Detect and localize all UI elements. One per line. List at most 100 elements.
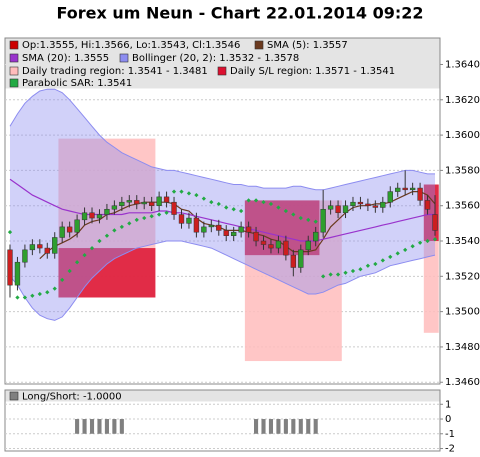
bar — [82, 419, 87, 434]
candle-body — [357, 201, 364, 205]
sar-dot — [365, 263, 371, 268]
candle-body — [350, 201, 356, 206]
sar-dot — [231, 207, 236, 212]
sar-dot — [313, 219, 318, 224]
sar-dot — [321, 274, 326, 279]
candle-body — [44, 247, 50, 254]
sar-dot — [350, 268, 356, 274]
candle-body — [238, 226, 244, 233]
bar — [306, 419, 311, 434]
candle-body — [253, 231, 259, 242]
chart-title: Forex um Neun - Chart 22.01.2014 09:22 — [56, 4, 423, 23]
candle-body — [81, 212, 88, 221]
bar — [119, 419, 124, 434]
band-fill — [10, 89, 435, 321]
candle-body — [298, 249, 304, 268]
legend-box — [5, 38, 440, 89]
legend-label: Daily S/L region: 1.3571 - 1.3541 — [230, 66, 395, 77]
y-tick-label: 1.3540 — [445, 236, 480, 247]
sar-dot — [358, 267, 363, 272]
candle-body — [134, 200, 140, 205]
sar-dot — [291, 212, 296, 217]
candle-body — [186, 217, 192, 224]
sar-dot — [186, 191, 192, 196]
candle-body — [283, 240, 289, 256]
y-tick-label: 1.3480 — [445, 342, 480, 353]
candle-body — [201, 226, 207, 233]
y-tick-label: 1.3500 — [445, 307, 480, 318]
sar-dot — [283, 208, 288, 214]
candle-body — [313, 231, 319, 242]
candle-body — [148, 201, 155, 206]
y-tick-label: 1.3580 — [445, 165, 480, 176]
candle-body — [208, 224, 214, 228]
legend-label: SMA (5): 1.3557 — [267, 40, 348, 51]
sar-dot — [171, 189, 177, 194]
candle-body — [290, 254, 297, 268]
candle-body — [193, 217, 200, 233]
legend-swatch — [217, 66, 227, 76]
bar — [276, 419, 281, 434]
sar-dot — [432, 237, 438, 242]
sar-dot — [343, 270, 348, 275]
sar-dot — [209, 200, 214, 205]
sar-dot — [268, 201, 274, 207]
line — [9, 178, 435, 242]
sar-dot — [194, 192, 199, 198]
legend-swatch — [9, 53, 19, 63]
candle-body — [59, 226, 65, 238]
candle-body — [163, 196, 170, 203]
candle-body — [156, 196, 162, 206]
sar-dot — [104, 233, 110, 238]
candle-body — [305, 240, 311, 251]
candle-body — [119, 201, 125, 206]
sar-dot — [157, 212, 162, 217]
y-tick-label: 0 — [445, 414, 451, 425]
bar — [97, 419, 102, 434]
candle-body — [380, 201, 386, 208]
candle-body — [365, 203, 371, 206]
legend-label: Op:1.3555, Hi:1.3566, Lo:1.3543, Cl:1.35… — [22, 40, 240, 51]
bar — [283, 419, 288, 434]
y-tick-label: 1.3520 — [445, 271, 480, 282]
region — [58, 248, 156, 298]
candle-body — [260, 240, 267, 245]
candle-body — [245, 226, 252, 233]
sar-dot — [335, 272, 341, 277]
candle-body — [387, 191, 393, 203]
sar-dot — [328, 272, 333, 277]
y-tick-label: 1 — [445, 399, 451, 410]
candle-body — [372, 205, 379, 208]
y-tick-label: -2 — [445, 444, 455, 455]
y-tick-label: 1.3640 — [445, 59, 480, 70]
bar — [112, 419, 117, 434]
candle-body — [327, 205, 334, 210]
sar-dot — [261, 200, 266, 205]
sar-dot — [403, 247, 408, 252]
bar — [268, 419, 274, 434]
candle-body — [141, 201, 147, 205]
band-line — [9, 88, 435, 191]
sar-dot — [149, 214, 154, 219]
legend-swatch — [9, 78, 19, 88]
candle-body — [7, 249, 13, 286]
legend-label: SMA (20): 1.3555 — [22, 53, 109, 64]
candle-body — [342, 205, 349, 214]
candle-body — [104, 208, 110, 215]
sar-dot — [306, 217, 311, 222]
candle-body — [417, 187, 423, 201]
sar-dot — [298, 215, 303, 221]
sar-dot — [410, 244, 415, 249]
candle-body — [126, 200, 132, 203]
bar — [104, 419, 109, 434]
legend-swatch — [9, 391, 19, 401]
candle-body — [37, 244, 43, 249]
sar-dot — [119, 224, 124, 230]
legend-swatch — [254, 40, 264, 50]
sar-dot — [224, 205, 229, 210]
legend-label: Bollinger (20, 2): 1.3532 - 1.3578 — [132, 53, 299, 64]
sar-dot — [380, 258, 385, 263]
legend-swatch — [9, 40, 19, 50]
sar-dot — [164, 210, 169, 215]
candle-body — [268, 244, 274, 249]
